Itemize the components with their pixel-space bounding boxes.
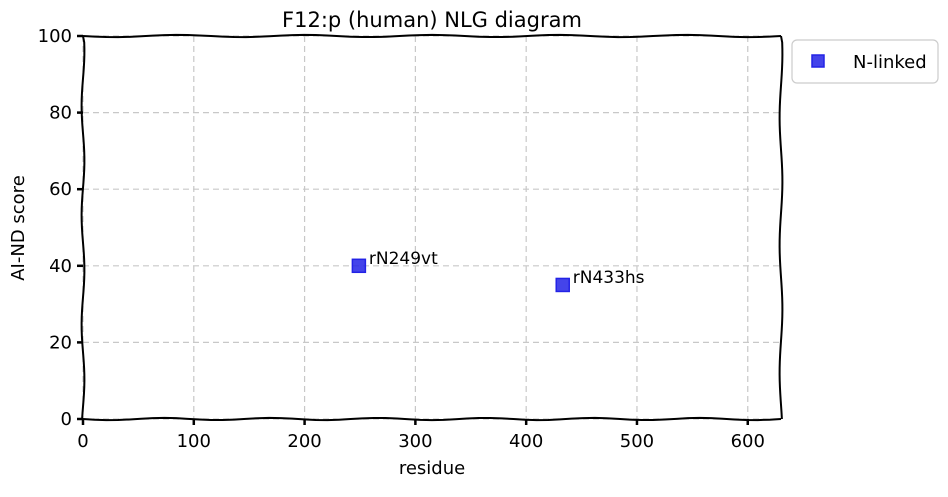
y-axis-label: AI-ND score [8,175,29,281]
x-tick-label: 400 [509,431,543,452]
x-axis-label: residue [399,458,465,479]
x-tick-label: 100 [177,431,211,452]
legend-label: N-linked [853,52,927,73]
y-tick-label: 80 [49,103,72,124]
y-tick-label: 40 [49,256,72,277]
x-tick-label: 0 [77,431,88,452]
x-tick-label: 300 [398,431,432,452]
y-tick-label: 60 [49,179,72,200]
x-tick-label: 600 [731,431,765,452]
data-point-label: rN249vt [369,249,438,269]
legend: N-linked [791,39,939,84]
frame-top [82,33,782,39]
grid-layer [82,35,781,420]
frame-left [80,35,86,420]
y-tick-label: 100 [38,26,72,47]
legend-marker-square-icon [811,54,825,68]
frame-right [778,35,784,420]
x-tick-label: 200 [287,431,321,452]
axis-ticks: 0 100 200 300 400 500 600 0 20 40 60 80 100 [38,26,765,452]
y-tick-label: 20 [49,332,72,353]
data-point [351,258,367,274]
plot-frame [80,33,784,422]
y-tick-label: 0 [61,409,72,430]
frame-bottom [82,416,782,422]
chart-title: F12:p (human) NLG diagram [282,8,582,32]
data-point [555,277,570,293]
data-points: rN249vt rN433hs [351,249,645,293]
x-tick-label: 500 [620,431,654,452]
legend-box [791,39,939,84]
data-point-label: rN433hs [573,268,645,288]
